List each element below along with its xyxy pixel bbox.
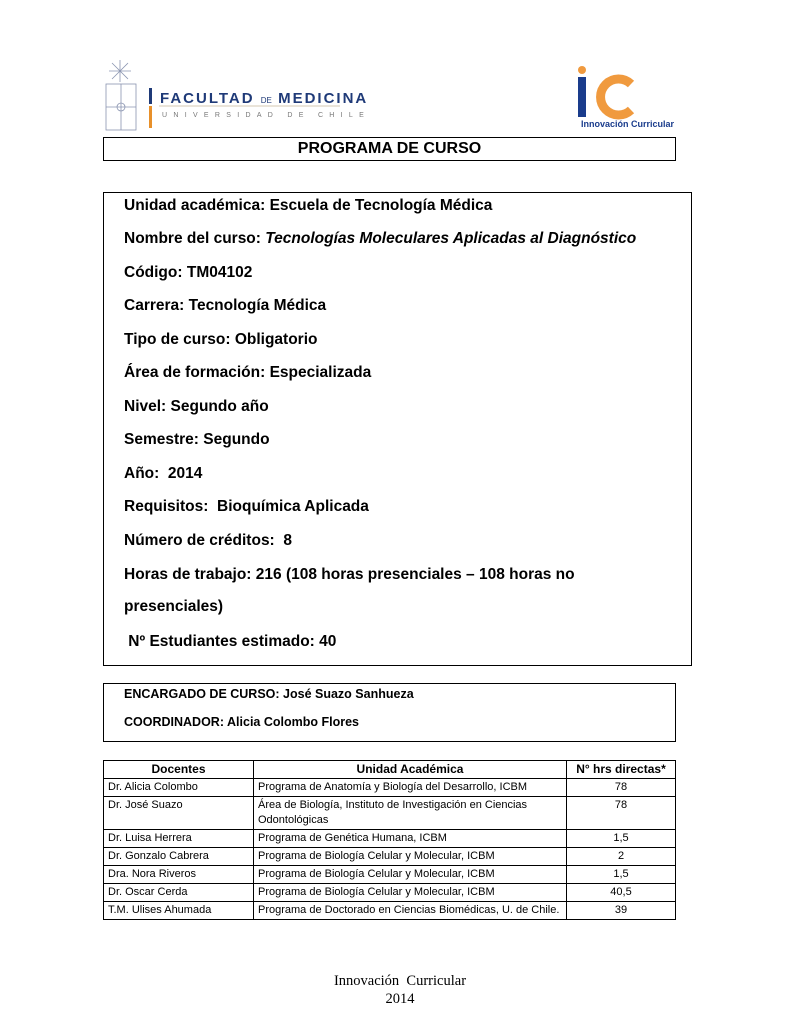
- info-area: Área de formación: Especializada: [124, 364, 372, 381]
- info-creditos: Número de créditos: 8: [124, 532, 292, 549]
- innovacion-curricular-logo: Innovación Curricular: [573, 62, 674, 132]
- page-title: PROGRAMA DE CURSO: [103, 137, 676, 161]
- cell-unidad: Programa de Anatomía y Biología del Desa…: [253, 778, 567, 797]
- logo-text-universidad: UNIVERSIDAD DE CHILE: [162, 112, 371, 119]
- ic-caption: Innovación Curricular: [581, 119, 675, 129]
- cell-horas: 2: [566, 847, 676, 866]
- responsables-box: ENCARGADO DE CURSO: José Suazo Sanhueza …: [103, 683, 676, 742]
- header-horas: N° hrs directas*: [566, 760, 676, 779]
- info-estudiantes: Nº Estudiantes estimado: 40: [124, 633, 337, 650]
- cell-horas: 1,5: [566, 829, 676, 848]
- docentes-table: Docentes Unidad Académica N° hrs directa…: [103, 760, 676, 920]
- cell-docente: Dr. Gonzalo Cabrera: [103, 847, 254, 866]
- ic-mark-icon: [578, 66, 635, 120]
- info-nivel: Nivel: Segundo año: [124, 398, 269, 415]
- footer-title: Innovación Curricular: [333, 973, 467, 989]
- cell-unidad: Programa de Biología Celular y Molecular…: [253, 865, 567, 884]
- info-unidad: Unidad académica: Escuela de Tecnología …: [124, 197, 493, 214]
- header-unidad: Unidad Académica: [253, 760, 567, 779]
- facultad-medicina-logo: FACULTAD DE MEDICINA UNIVERSIDAD DE CHIL…: [104, 60, 366, 135]
- cell-horas: 1,5: [566, 865, 676, 884]
- info-nombre: Nombre del curso: Tecnologías Moleculare…: [124, 230, 637, 247]
- coordinador-line: COORDINADOR: Alicia Colombo Flores: [124, 715, 359, 729]
- cell-horas: 40,5: [566, 883, 676, 902]
- table-header-row: Docentes Unidad Académica N° hrs directa…: [103, 760, 676, 779]
- logo-text-de: DE: [260, 96, 272, 105]
- cell-horas: 78: [566, 778, 676, 797]
- footer-year: 2014: [385, 991, 415, 1007]
- encargado-line: ENCARGADO DE CURSO: José Suazo Sanhueza: [124, 687, 414, 701]
- cell-docente: Dr. Oscar Cerda: [103, 883, 254, 902]
- info-horas-cont: presenciales): [124, 598, 224, 615]
- cell-docente: Dra. Nora Riveros: [103, 865, 254, 884]
- table-row: Dr. Alicia Colombo Programa de Anatomía y…: [103, 778, 676, 797]
- cell-docente: Dr. José Suazo: [103, 796, 254, 830]
- cell-horas: 78: [566, 796, 676, 830]
- table-row: Dr. Gonzalo Cabrera Programa de Biología …: [103, 847, 676, 866]
- cell-unidad: Programa de Genética Humana, ICBM: [253, 829, 567, 848]
- cell-unidad: Programa de Biología Celular y Molecular…: [253, 847, 567, 866]
- cell-unidad: Programa de Biología Celular y Molecular…: [253, 883, 567, 902]
- cell-docente: Dr. Alicia Colombo: [103, 778, 254, 797]
- table-row: Dra. Nora Riveros Programa de Biología Ce…: [103, 865, 676, 884]
- cell-docente: T.M. Ulises Ahumada: [103, 901, 254, 920]
- table-row: Dr. Oscar Cerda Programa de Biología Celu…: [103, 883, 676, 902]
- header-docentes: Docentes: [103, 760, 254, 779]
- table-row: Dr. Luisa Herrera Programa de Genética Hu…: [103, 829, 676, 848]
- logo-text-facultad: FACULTAD: [160, 90, 255, 107]
- cell-docente: Dr. Luisa Herrera: [103, 829, 254, 848]
- cell-horas: 39: [566, 901, 676, 920]
- info-semestre: Semestre: Segundo: [124, 431, 270, 448]
- course-info-box: Unidad académica: Escuela de Tecnología …: [103, 192, 692, 666]
- info-horas: Horas de trabajo: 216 (108 horas presenc…: [124, 566, 575, 583]
- info-codigo: Código: TM04102: [124, 264, 253, 281]
- info-anio: Año: 2014: [124, 465, 203, 482]
- university-seal-icon: [105, 60, 340, 131]
- info-requisitos: Requisitos: Bioquímica Aplicada: [124, 498, 369, 515]
- cell-unidad: Área de Biología, Instituto de Investiga…: [253, 796, 567, 830]
- info-tipo: Tipo de curso: Obligatorio: [124, 331, 318, 348]
- cell-unidad: Programa de Doctorado en Ciencias Bioméd…: [253, 901, 567, 920]
- info-carrera: Carrera: Tecnología Médica: [124, 297, 327, 314]
- table-row: T.M. Ulises Ahumada Programa de Doctorado…: [103, 901, 676, 920]
- logo-text-medicina: MEDICINA: [278, 90, 369, 107]
- table-row: Dr. José Suazo Área de Biología, Institut…: [103, 796, 676, 830]
